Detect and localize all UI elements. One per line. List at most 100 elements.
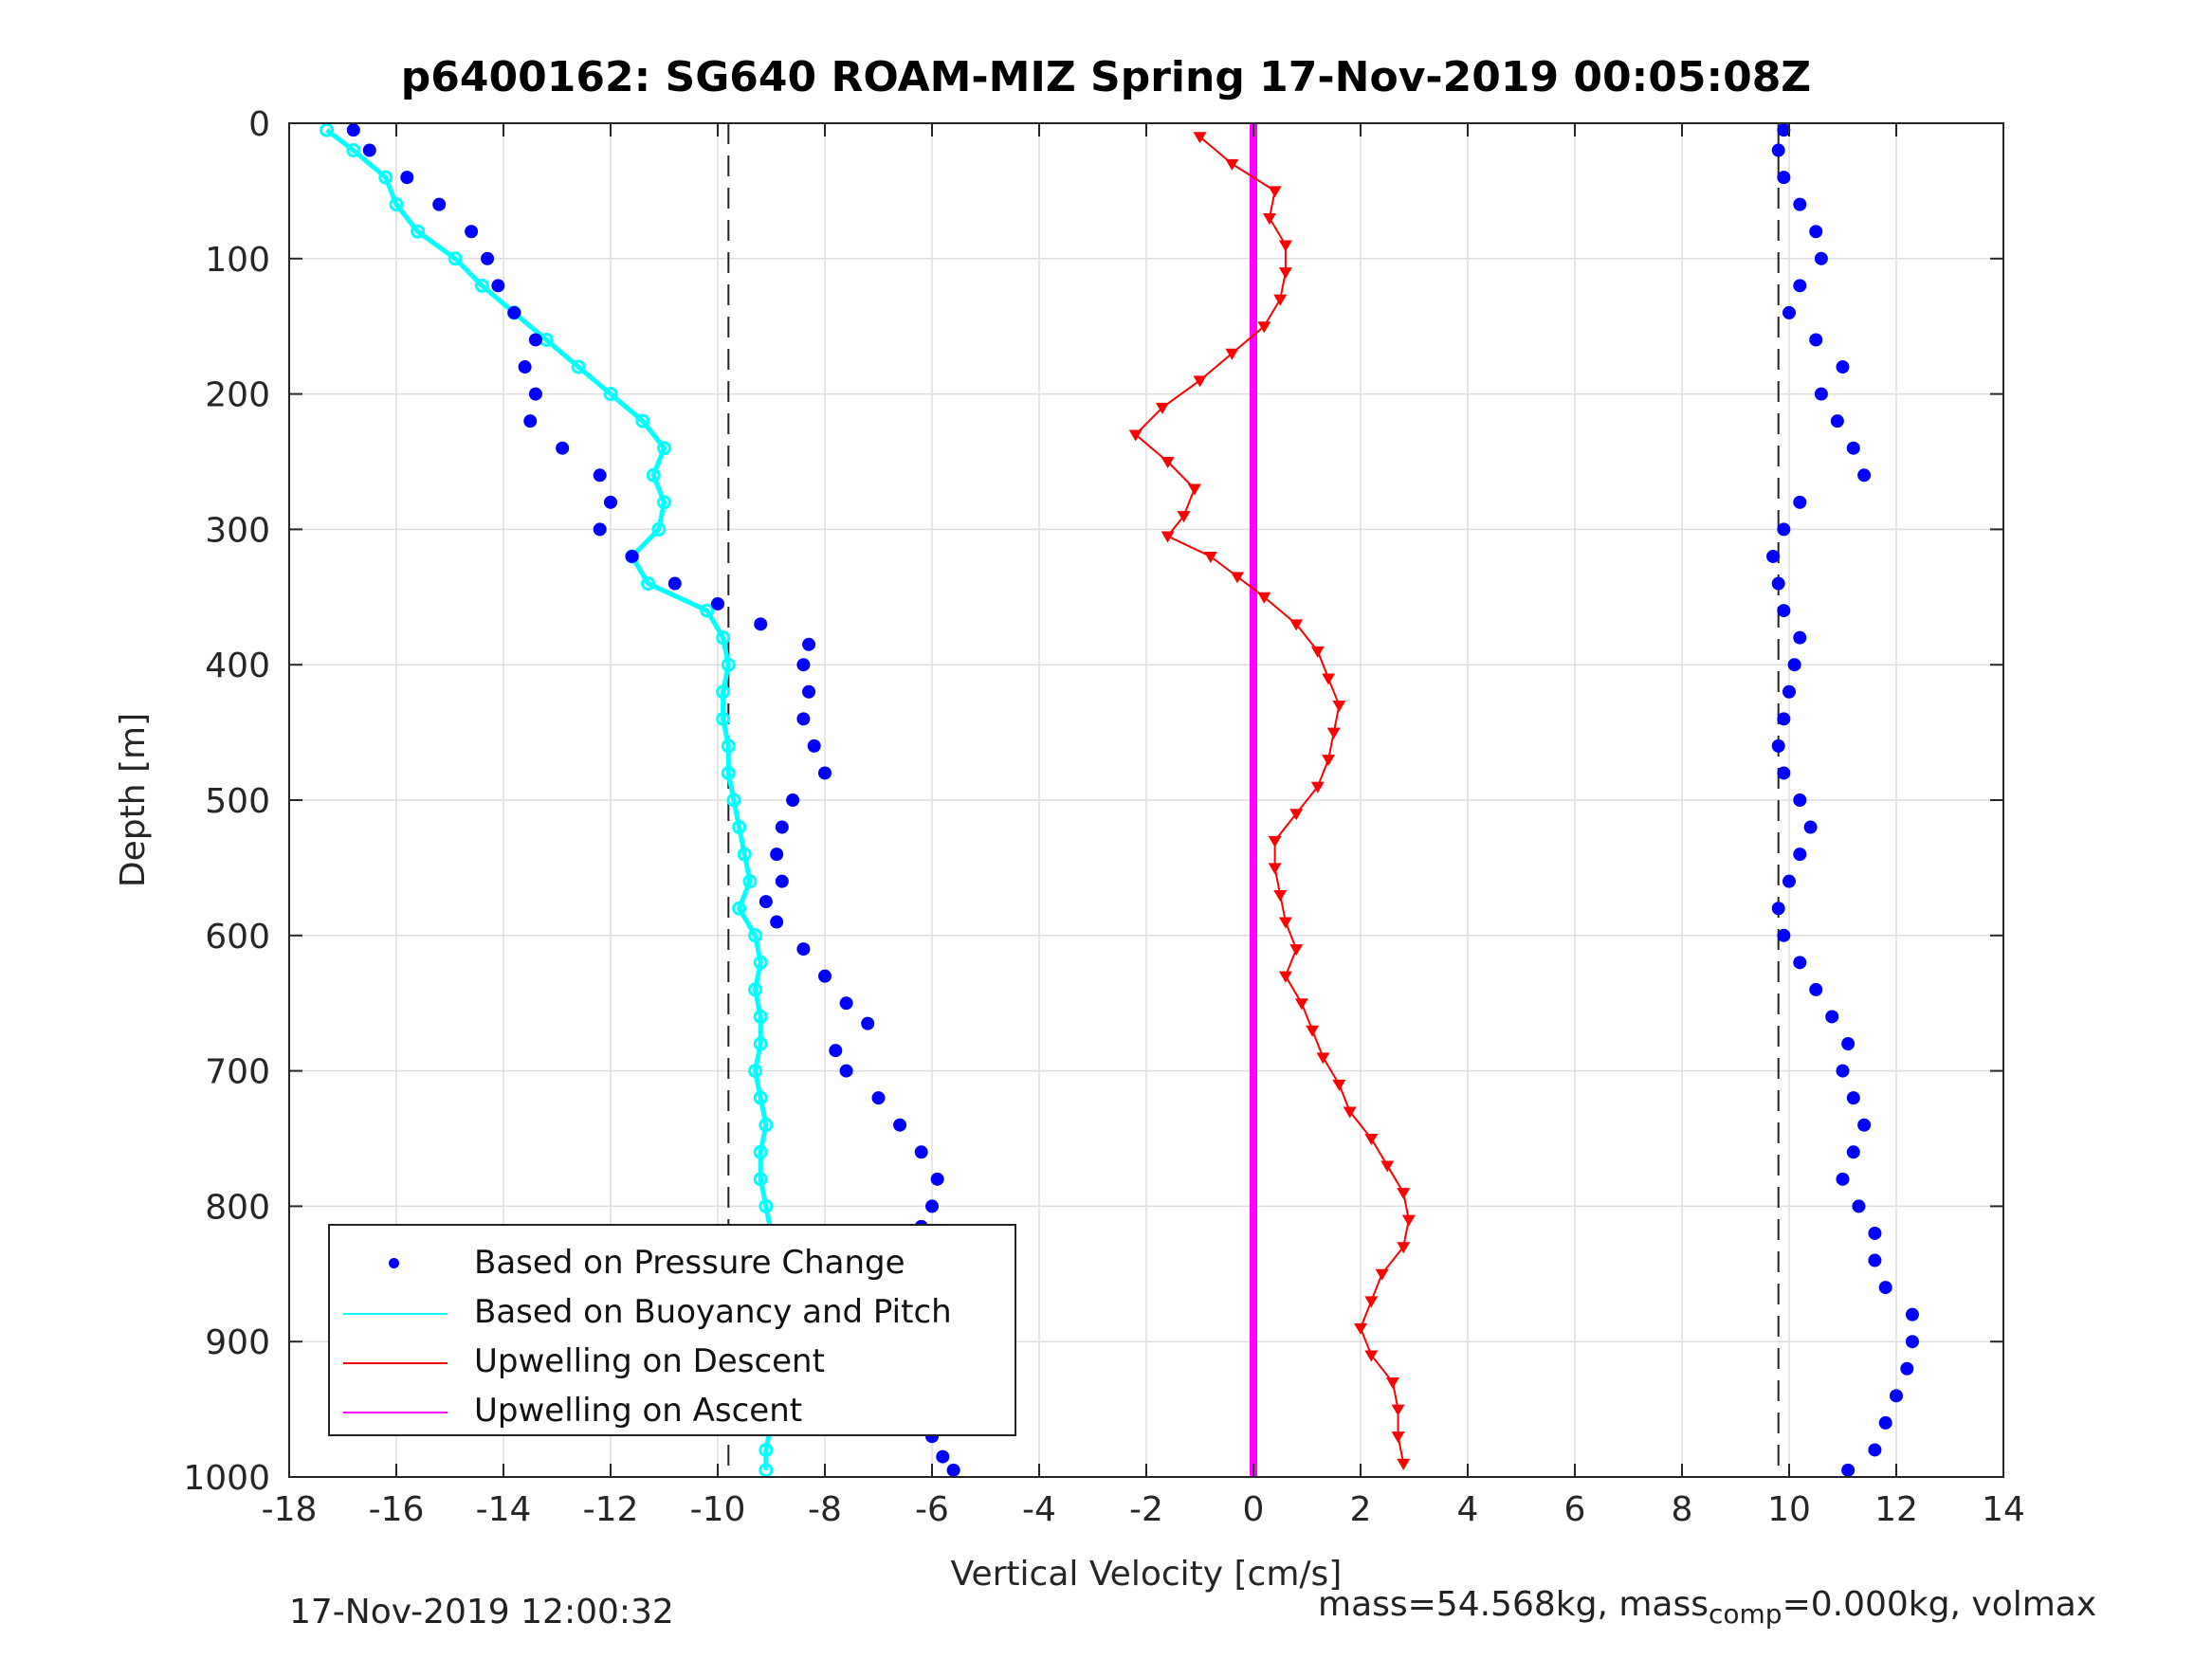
buoyancy-point [759, 1442, 774, 1457]
legend: Based on Pressure Change Based on Buoyan… [328, 1224, 1016, 1436]
descent-marker [1161, 457, 1175, 468]
buoyancy-point [759, 1198, 774, 1213]
pressure-point [593, 522, 607, 537]
pressure-point [1841, 1463, 1856, 1477]
y-tick-label: 400 [205, 647, 270, 685]
x-tick-label: 8 [1672, 1490, 1693, 1529]
descent-marker [1364, 1134, 1379, 1145]
descent-marker [1322, 673, 1336, 685]
pressure-point [1771, 143, 1785, 157]
pressure-point [1814, 387, 1828, 401]
descent-marker [1289, 809, 1304, 821]
pressure-point [518, 360, 532, 374]
buoyancy-point [732, 820, 747, 835]
pressure-point [796, 658, 811, 672]
pressure-point [1846, 441, 1860, 455]
x-tick-label: 6 [1564, 1490, 1586, 1529]
buoyancy-point [641, 576, 656, 592]
buoyancy-point [571, 359, 586, 374]
footer-mass-suffix: =0.000kg, volmax [1782, 1585, 2097, 1624]
buoyancy-point [737, 847, 752, 862]
pressure-point [667, 576, 682, 591]
buoyancy-point [759, 1463, 774, 1478]
descent-marker [1231, 572, 1245, 584]
buoyancy-point [753, 955, 768, 970]
pressure-point [625, 549, 639, 563]
pressure-point [770, 848, 784, 862]
pressure-point [1836, 1172, 1850, 1186]
pressure-point [818, 969, 832, 983]
pressure-point [528, 387, 542, 401]
legend-entry-ascent: Upwelling on Ascent [330, 1389, 1015, 1436]
pressure-point [1814, 251, 1828, 265]
pressure-point [1803, 820, 1818, 834]
x-tick-label: -18 [262, 1490, 318, 1529]
legend-entry-buoyancy: Based on Buoyancy and Pitch [330, 1290, 1015, 1338]
descent-marker [1268, 186, 1282, 198]
buoyancy-point [389, 197, 404, 212]
pressure-point [759, 895, 773, 909]
y-tick-label: 100 [205, 241, 270, 280]
pressure-point [861, 1016, 875, 1030]
descent-marker [1268, 863, 1282, 875]
buoyancy-point [603, 387, 618, 402]
x-axis-label: Vertical Velocity [cm/s] [951, 1555, 1343, 1594]
pressure-point [1793, 279, 1807, 293]
descent-marker [1278, 240, 1292, 252]
y-tick-label: 0 [248, 105, 270, 144]
descent-marker [1273, 294, 1288, 306]
pressure-point [1793, 793, 1807, 807]
buoyancy-point [646, 467, 661, 483]
pressure-point [1787, 658, 1801, 672]
descent-marker [1322, 755, 1336, 767]
pressure-point [1771, 902, 1785, 916]
pressure-point [1782, 874, 1796, 888]
legend-label: Based on Buoyancy and Pitch [474, 1293, 952, 1331]
footer-mass-sub: comp [1709, 1598, 1782, 1631]
buoyancy-point [721, 657, 736, 672]
descent-marker [1385, 1377, 1399, 1390]
y-tick-label: 600 [205, 918, 270, 957]
buoyancy-point [716, 684, 731, 700]
buoyancy-point [474, 278, 489, 293]
pressure-point [775, 820, 789, 834]
descent-marker [1225, 348, 1239, 360]
descent-marker [1278, 267, 1292, 280]
pressure-point [839, 996, 853, 1011]
descent-marker [1310, 781, 1325, 793]
pressure-point [1857, 1118, 1872, 1132]
x-tick-label: -12 [583, 1490, 639, 1529]
pressure-point [1852, 1199, 1866, 1213]
pressure-point [1766, 549, 1781, 563]
descent-marker [1316, 1052, 1330, 1065]
pressure-point [1782, 684, 1796, 699]
pressure-point [481, 251, 495, 265]
pressure-point [914, 1145, 928, 1159]
pressure-point [1905, 1335, 1919, 1349]
descent-marker [1375, 1268, 1389, 1281]
pressure-point [1777, 171, 1791, 185]
legend-entry-descent: Upwelling on Descent [330, 1340, 1015, 1387]
pressure-point [925, 1199, 939, 1213]
buoyancy-point [753, 1172, 768, 1187]
descent-marker [1177, 511, 1191, 523]
pressure-point [1771, 576, 1785, 591]
pressure-point [1793, 495, 1807, 509]
legend-label: Based on Pressure Change [474, 1244, 905, 1282]
pressure-point [1793, 848, 1807, 862]
descent-marker [1187, 483, 1201, 496]
x-tick-label: -2 [1129, 1490, 1163, 1529]
y-axis-label: Depth [m] [114, 713, 153, 887]
buoyancy-point [700, 603, 715, 618]
pressure-point [796, 942, 811, 957]
descent-marker [1310, 646, 1325, 658]
pressure-point [754, 617, 768, 631]
pressure-point [432, 197, 447, 211]
legend-label: Upwelling on Descent [474, 1342, 825, 1380]
descent-marker [1278, 917, 1292, 929]
pressure-point [1857, 468, 1872, 483]
descent-marker [1278, 971, 1292, 983]
pressure-point [1793, 956, 1807, 970]
descent-marker [1268, 835, 1282, 848]
pressure-point [362, 143, 376, 157]
